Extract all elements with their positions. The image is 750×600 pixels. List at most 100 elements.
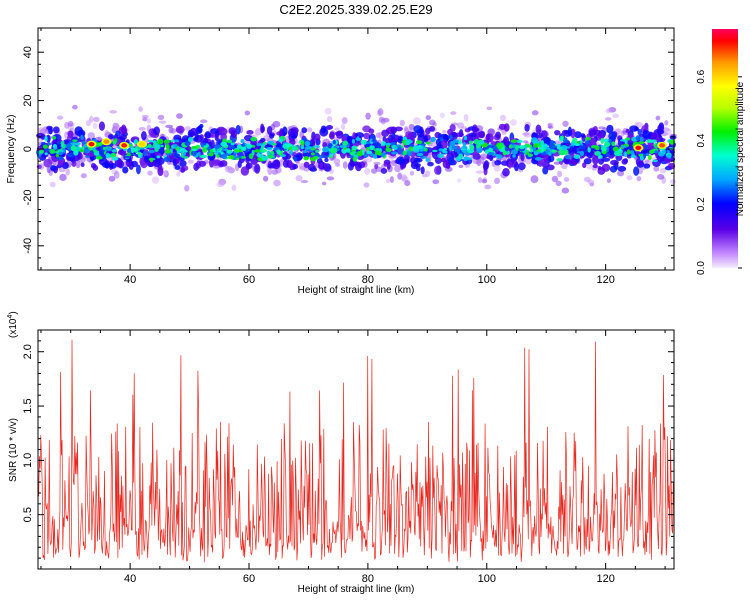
spectrogram-haze-point bbox=[146, 118, 152, 124]
spectrogram-body-point bbox=[382, 136, 387, 143]
spectrogram-haze-point bbox=[326, 176, 335, 181]
spectrogram-core-point bbox=[58, 151, 63, 156]
spectrogram-haze-point bbox=[170, 127, 177, 134]
spectrogram-core-point bbox=[501, 148, 506, 152]
spectrogram-body-point bbox=[427, 161, 434, 167]
spectrogram-core-point bbox=[516, 139, 523, 144]
spectrogram-core-point bbox=[304, 140, 311, 147]
spectrogram-haze-point bbox=[409, 170, 415, 176]
spectrogram-body-point bbox=[271, 159, 281, 170]
spectrogram-haze-point bbox=[385, 178, 391, 184]
spectrogram-core-point bbox=[536, 149, 541, 152]
spectrogram-core-point bbox=[584, 137, 591, 141]
spectrogram-core-point bbox=[541, 143, 548, 149]
spectrogram-haze-point bbox=[656, 174, 665, 180]
spectrogram-body-point bbox=[570, 159, 577, 165]
spectrogram-haze-point bbox=[335, 163, 341, 167]
spectrogram-haze-point bbox=[322, 181, 327, 186]
spectrogram-haze-point bbox=[563, 177, 570, 182]
spectrogram-haze-point bbox=[377, 108, 384, 116]
spectrogram-body-point bbox=[147, 158, 156, 167]
spectrogram-core-point bbox=[53, 147, 58, 150]
spectrogram-core-point bbox=[551, 149, 558, 153]
spectrogram-body-point bbox=[508, 160, 513, 169]
snr-panel: 40 60 80 100 120 0.5 1.0 1.5 2.0 Height of stra… bbox=[7, 311, 675, 595]
spectrogram-core-point bbox=[291, 144, 295, 151]
spectrogram-core-point bbox=[164, 149, 171, 154]
spectrogram-core-point bbox=[126, 152, 131, 157]
spectrogram-body-point bbox=[503, 123, 510, 132]
spectrogram-core-point bbox=[635, 135, 641, 141]
spectrogram-body-point bbox=[455, 132, 464, 138]
spectrogram-haze-point bbox=[604, 117, 612, 121]
spectrogram-body-point bbox=[157, 166, 164, 177]
spectrogram-core-point bbox=[402, 150, 408, 156]
spectrogram-body-point bbox=[606, 124, 614, 134]
spectrogram-body-point bbox=[610, 159, 619, 166]
spectrogram-core-point bbox=[508, 144, 513, 149]
spectrogram-core-point bbox=[372, 154, 378, 159]
spectrogram-haze-point bbox=[324, 107, 332, 115]
spectrogram-core-point bbox=[156, 155, 161, 159]
spectrogram-body-point bbox=[447, 128, 453, 136]
spectrogram-body-point bbox=[326, 124, 334, 130]
spectrogram-core-point bbox=[645, 139, 653, 143]
spectrogram-core-point bbox=[649, 149, 655, 155]
spectrogram-haze-point bbox=[653, 165, 660, 172]
spectrogram-body-point bbox=[46, 134, 51, 143]
spectrogram-body-point bbox=[266, 126, 273, 135]
snr-y-axis-label: SNR (10 * v/v) bbox=[8, 418, 19, 482]
spectrogram-core-point bbox=[389, 141, 397, 146]
spectrogram-body-point bbox=[588, 129, 597, 137]
spectrogram-haze-point bbox=[340, 123, 346, 130]
spectrogram-core-point bbox=[667, 154, 672, 159]
spectrogram-body-point bbox=[210, 132, 215, 139]
spectrogram-core-point bbox=[82, 148, 90, 153]
spectrogram-haze-point bbox=[553, 161, 561, 165]
spectrogram-haze-point bbox=[184, 184, 190, 192]
spectrogram-core-point bbox=[160, 144, 164, 148]
spectrogram-core-point bbox=[303, 156, 309, 161]
spectrogram-body-point bbox=[307, 163, 316, 171]
spectrogram-body-point bbox=[669, 135, 677, 140]
spectrogram-core-point bbox=[170, 139, 174, 143]
spectrogram-core-point bbox=[81, 141, 87, 144]
spectrogram-core-point bbox=[70, 145, 77, 152]
spectrogram-body-point bbox=[355, 132, 365, 139]
spectrogram-body-point bbox=[194, 132, 199, 141]
spectrogram-core-point bbox=[157, 138, 164, 145]
spectrogram-core-point bbox=[39, 149, 45, 154]
spectrogram-body-point bbox=[524, 124, 530, 132]
spectrogram-core-point bbox=[149, 157, 154, 163]
spectrogram-core-point bbox=[96, 142, 103, 146]
spectrogram-haze-point bbox=[300, 180, 309, 184]
spectrogram-core-point bbox=[65, 143, 73, 150]
colorbar-tick-label: 0.0 bbox=[696, 261, 707, 275]
spectrogram-core-point bbox=[623, 151, 628, 158]
spectrogram-body-point bbox=[642, 130, 651, 139]
spectrogram-core-point bbox=[473, 138, 480, 145]
spectrogram-haze-point bbox=[432, 179, 440, 185]
spectrogram-core-point bbox=[133, 139, 139, 145]
spectrogram-core-point bbox=[209, 149, 214, 152]
spectrogram-body-point bbox=[440, 157, 447, 163]
snr-x-tick-label: 100 bbox=[478, 573, 496, 585]
spectrogram-y-ticks: -40 -20 0 20 40 bbox=[22, 39, 674, 259]
spectrogram-body-point bbox=[334, 131, 343, 136]
spectrogram-core-point bbox=[155, 143, 161, 149]
spectrogram-core-point bbox=[540, 140, 545, 145]
spectrogram-core-point bbox=[611, 141, 616, 147]
spectrogram-haze-point bbox=[655, 115, 661, 121]
spectrogram-haze-point bbox=[441, 130, 447, 134]
spectrogram-body-point bbox=[486, 133, 491, 141]
spectrogram-core-point bbox=[55, 153, 60, 158]
spectrogram-core-point bbox=[240, 139, 245, 144]
spectrogram-core-point bbox=[300, 141, 305, 146]
spectrogram-haze-point bbox=[635, 121, 643, 128]
spectrogram-core-point bbox=[652, 159, 658, 163]
spectrogram-core-point bbox=[201, 147, 208, 153]
spectrogram-core-point bbox=[363, 153, 369, 158]
spectrogram-core-point bbox=[241, 146, 247, 151]
spectrogram-body-point bbox=[413, 125, 422, 134]
spectrogram-hotspot bbox=[103, 139, 110, 144]
